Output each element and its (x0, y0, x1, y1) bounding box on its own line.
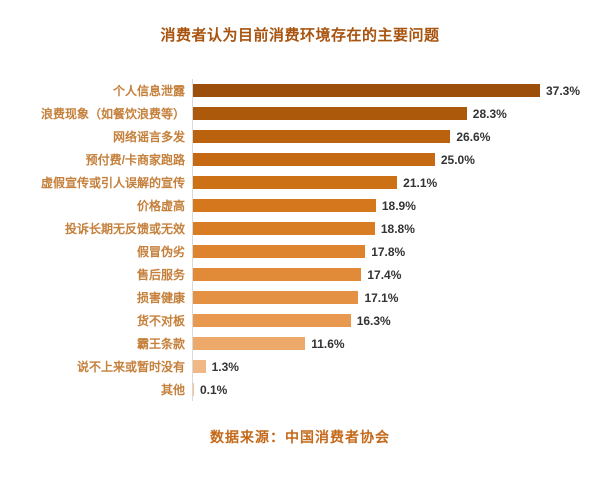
chart-row: 损害健康 17.1% (20, 286, 580, 309)
category-label: 个人信息泄露 (112, 84, 185, 98)
value-label: 0.1% (200, 382, 228, 397)
chart-row: 投诉长期无反馈或无效 18.8% (20, 217, 580, 240)
bar-track: 17.8% (192, 240, 580, 263)
category-label: 损害健康 (136, 291, 185, 305)
category-label: 说不上来或暂时没有 (76, 360, 185, 374)
bar-track: 21.1% (192, 171, 580, 194)
category-label: 其他 (160, 383, 185, 397)
bar (193, 245, 366, 258)
chart-row: 其他 0.1% (20, 378, 580, 401)
bar-track: 0.1% (192, 378, 580, 401)
value-label: 1.3% (211, 359, 239, 374)
data-source-caption: 数据来源：中国消费者协会 (210, 429, 390, 445)
category-label: 浪费现象（如餐饮浪费等） (40, 107, 185, 121)
chart-row: 说不上来或暂时没有 1.3% (20, 355, 580, 378)
bar (193, 176, 398, 189)
bar-track: 17.1% (192, 286, 580, 309)
value-label: 17.8% (371, 244, 406, 259)
bar-track: 17.4% (192, 263, 580, 286)
value-label: 25.0% (440, 152, 475, 167)
category-label: 网络谣言多发 (112, 130, 185, 144)
bar-track: 18.8% (192, 217, 580, 240)
value-label: 26.6% (456, 129, 491, 144)
bar (193, 268, 362, 281)
bar (193, 199, 376, 212)
value-label: 37.3% (545, 83, 580, 98)
bar (193, 130, 451, 143)
chart-row: 假冒伪劣 17.8% (20, 240, 580, 263)
bar (193, 153, 435, 166)
value-label: 21.1% (403, 175, 438, 190)
chart-row: 虚假宣传或引人误解的宣传 21.1% (20, 171, 580, 194)
bar (193, 107, 467, 120)
category-label: 虚假宣传或引人误解的宣传 (40, 176, 185, 190)
category-label: 预付费/卡商家跑路 (85, 153, 185, 167)
bar-track: 1.3% (192, 355, 580, 378)
bar-track: 28.3% (192, 102, 580, 125)
value-label: 18.8% (380, 221, 415, 236)
chart-row: 货不对板 16.3% (20, 309, 580, 332)
bar (193, 383, 194, 396)
bar-chart: 个人信息泄露 37.3% 浪费现象（如餐饮浪费等） 28.3% 网络谣言多发 26.6% 预… (20, 79, 580, 401)
value-label: 28.3% (472, 106, 507, 121)
value-label: 18.9% (381, 198, 416, 213)
category-label: 货不对板 (136, 314, 185, 328)
chart-row: 售后服务 17.4% (20, 263, 580, 286)
bar (193, 222, 375, 235)
value-label: 16.3% (356, 313, 391, 328)
bar-track: 16.3% (192, 309, 580, 332)
bar (193, 337, 306, 350)
bar (193, 84, 540, 97)
value-label: 17.4% (367, 267, 402, 282)
chart-row: 网络谣言多发 26.6% (20, 125, 580, 148)
category-label: 假冒伪劣 (136, 245, 185, 259)
chart-title: 消费者认为目前消费环境存在的主要问题 (160, 27, 440, 44)
category-label: 投诉长期无反馈或无效 (64, 222, 185, 236)
bar-track: 11.6% (192, 332, 580, 355)
chart-row: 价格虚高 18.9% (20, 194, 580, 217)
chart-row: 个人信息泄露 37.3% (20, 79, 580, 102)
bar (193, 360, 206, 373)
bar-track: 25.0% (192, 148, 580, 171)
chart-row: 预付费/卡商家跑路 25.0% (20, 148, 580, 171)
category-label: 售后服务 (136, 268, 185, 282)
category-label: 霸王条款 (136, 337, 185, 351)
bar (193, 314, 351, 327)
bar (193, 291, 359, 304)
category-label: 价格虚高 (136, 199, 185, 213)
chart-row: 霸王条款 11.6% (20, 332, 580, 355)
bar-track: 37.3% (192, 79, 580, 102)
bar-track: 18.9% (192, 194, 580, 217)
chart-row: 浪费现象（如餐饮浪费等） 28.3% (20, 102, 580, 125)
value-label: 11.6% (311, 336, 345, 351)
value-label: 17.1% (364, 290, 399, 305)
bar-track: 26.6% (192, 125, 580, 148)
